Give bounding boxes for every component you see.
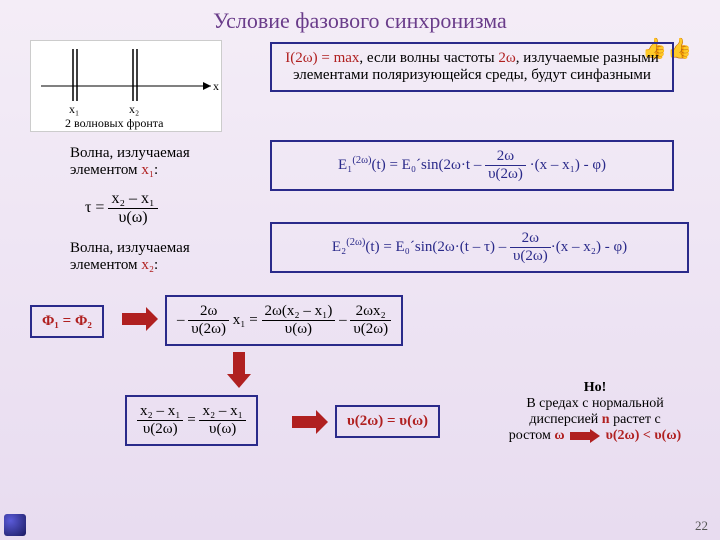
condition-box: I(2ω) = max, если волны частоты 2ω, излу… — [270, 42, 674, 92]
wave2-label: Волна, излучаемая элементом x₂: — [70, 240, 190, 274]
corner-logo-icon — [4, 514, 26, 536]
arrow-right-1 — [120, 305, 160, 338]
arrow-down — [225, 350, 253, 395]
e2-box: E₂(2ω)(t) = E₀´sin(2ω·(t – τ) – 2ωυ(2ω)·… — [270, 222, 689, 273]
lower-frac-box: x₂ – x₁υ(2ω) = x₂ – x₁υ(ω) — [125, 395, 258, 446]
result-box: υ(2ω) = υ(ω) — [335, 405, 440, 438]
big-eq-box: – 2ωυ(2ω) x₁ = 2ω(x₂ – x₁)υ(ω) – 2ωx₂υ(2… — [165, 295, 403, 346]
page-number: 22 — [695, 518, 708, 534]
svg-text:x₂: x₂ — [129, 102, 139, 116]
axis-x-label: x — [213, 79, 219, 93]
page-title: Условие фазового синхронизма — [0, 0, 720, 34]
phi-eq-box: Φ₁ = Φ₂ — [30, 305, 104, 338]
dispersion-note: Но! В средах с нормальной дисперсией n р… — [490, 380, 700, 444]
arrow-right-2 — [290, 408, 330, 441]
svg-text:x₁: x₁ — [69, 102, 79, 116]
svg-text:2 волновых фронта: 2 волновых фронта — [65, 116, 164, 130]
wavefront-diagram: x x₁ x₂ 2 волновых фронта — [30, 40, 222, 132]
wave1-label: Волна, излучаемая элементом x₁: — [70, 145, 190, 179]
tau-formula: τ = x₂ – x₁υ(ω) — [85, 190, 158, 227]
e1-box: E₁(2ω)(t) = E₀´sin(2ω·t – 2ωυ(2ω) ·(x – … — [270, 140, 674, 191]
